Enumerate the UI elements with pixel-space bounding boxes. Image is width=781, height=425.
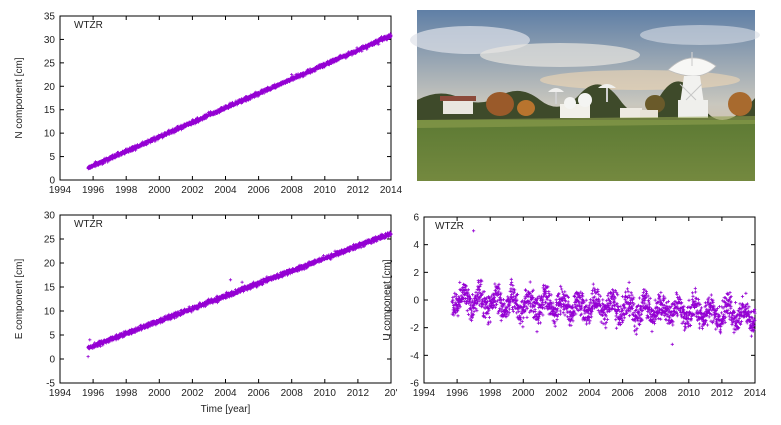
x-tick-label: 1994 [49,388,72,399]
y-tick-label: 25 [44,235,56,246]
y-axis-label: U component [cm] [382,259,393,340]
x-tick-label: 2002 [181,388,204,399]
y-tick-label: -4 [410,351,419,362]
x-tick-label: 2002 [181,185,204,196]
x-tick-label: 2004 [214,388,237,399]
chart-panel-n: 0 5 10 15 20 25 30 35 1994 1996 1998 2000 2002 2004 20… [14,12,403,197]
y-axis-label: N component [cm] [14,57,25,138]
chart-title: WTZR [74,20,103,31]
x-tick-label: 20' [384,388,397,399]
x-tick-label: 2014 [744,388,767,399]
y-tick-label: 35 [44,12,56,23]
y-tick-label: 0 [49,176,55,187]
y-tick-label: 4 [413,240,419,251]
y-tick-label: 5 [49,331,55,342]
y-tick-label: 15 [44,105,56,116]
x-tick-label: 1998 [479,388,502,399]
x-axis-label: Time [year] [201,404,251,415]
y-tick-label: 10 [44,307,56,318]
x-tick-label: 2004 [214,185,237,196]
y-tick-label: -2 [410,323,419,334]
x-tick-label: 2010 [678,388,701,399]
y-tick-label: 25 [44,58,56,69]
x-tick-label: 2010 [314,185,337,196]
y-axis-label: E component [cm] [14,258,25,339]
x-tick-label: 1996 [446,388,469,399]
y-tick-label: 30 [44,211,56,222]
x-tick-label: 1994 [413,388,436,399]
y-tick-label: 0 [413,296,419,307]
chart-title: WTZR [74,219,103,230]
y-tick-label: 30 [44,35,56,46]
data-points [86,32,393,171]
x-tick-label: 2012 [711,388,734,399]
x-tick-label: 2012 [347,388,370,399]
x-tick-label: 1996 [82,185,105,196]
x-tick-label: 2010 [314,388,337,399]
x-tick-label: 2002 [545,388,568,399]
x-tick-label: 2006 [247,388,270,399]
y-tick-label: -6 [410,379,419,390]
x-tick-label: 2000 [148,388,171,399]
x-tick-label: 2000 [148,185,171,196]
chart-title: WTZR [435,221,464,232]
y-tick-label: 5 [49,152,55,163]
x-tick-label: 2004 [578,388,601,399]
x-tick-label: 2012 [347,185,370,196]
x-tick-label: 2008 [281,388,304,399]
radio-telescope-observatory-photo [410,10,760,181]
chart-panel-u: -6 -4 -2 0 2 4 6 1994 1996 1998 2000 2002 2004 2006 20… [382,213,767,400]
x-tick-label: 1998 [115,185,138,196]
chart-panel-e: -5 0 5 10 15 20 25 30 1994 1996 1998 2000 2002 2004 20… [14,211,398,416]
x-tick-label: 2008 [281,185,304,196]
y-tick-label: 20 [44,82,56,93]
y-tick-label: 6 [413,213,419,224]
x-tick-label: 2006 [247,185,270,196]
y-tick-label: 15 [44,283,56,294]
y-tick-label: -5 [46,379,55,390]
x-tick-label: 1998 [115,388,138,399]
data-points [86,230,393,359]
y-tick-label: 20 [44,259,56,270]
x-tick-label: 2014 [380,185,403,196]
x-tick-label: 1994 [49,185,72,196]
y-tick-label: 0 [49,355,55,366]
x-tick-label: 2008 [645,388,668,399]
data-points [450,229,757,346]
x-tick-label: 2006 [611,388,634,399]
y-tick-label: 10 [44,129,56,140]
x-tick-label: 2000 [512,388,535,399]
y-tick-label: 2 [413,268,419,279]
x-tick-label: 1996 [82,388,105,399]
